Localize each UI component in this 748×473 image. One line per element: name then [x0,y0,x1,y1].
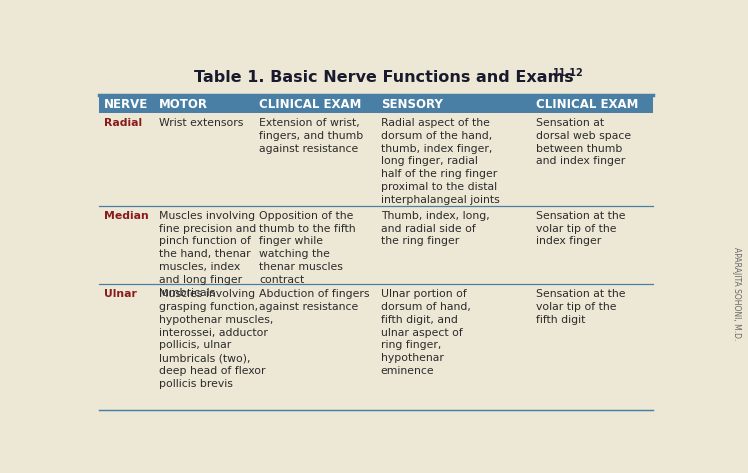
Text: Thumb, index, long,
and radial side of
the ring finger: Thumb, index, long, and radial side of t… [381,211,489,246]
Text: 11,12: 11,12 [554,68,584,78]
Text: Muscles involving
fine precision and
pinch function of
the hand, thenar
muscles,: Muscles involving fine precision and pin… [159,211,257,298]
Text: APARAJITA SOHONI, M.D.: APARAJITA SOHONI, M.D. [732,246,741,340]
Text: Muscles involving
grasping function,
hypothenar muscles,
interossei, adductor
po: Muscles involving grasping function, hyp… [159,289,274,389]
Bar [99,206,653,284]
Text: Wrist extensors: Wrist extensors [159,118,244,128]
Text: SENSORY: SENSORY [381,97,443,111]
Text: Opposition of the
thumb to the fifth
finger while
watching the
thenar muscles
co: Opposition of the thumb to the fifth fin… [259,211,355,285]
Bar [99,113,653,206]
Text: Radial aspect of the
dorsum of the hand,
thumb, index finger,
long finger, radia: Radial aspect of the dorsum of the hand,… [381,118,500,205]
Text: Radial: Radial [104,118,142,128]
Text: MOTOR: MOTOR [159,97,208,111]
Text: NERVE: NERVE [104,97,148,111]
Text: Sensation at the
volar tip of the
fifth digit: Sensation at the volar tip of the fifth … [536,289,625,325]
Text: Sensation at
dorsal web space
between thumb
and index finger: Sensation at dorsal web space between th… [536,118,631,166]
Text: Median: Median [104,211,149,221]
Text: Ulnar portion of
dorsum of hand,
fifth digit, and
ulnar aspect of
ring finger,
h: Ulnar portion of dorsum of hand, fifth d… [381,289,470,376]
Bar [99,95,653,113]
Text: Abduction of fingers
against resistance: Abduction of fingers against resistance [259,289,370,312]
Bar [99,284,653,410]
Text: Sensation at the
volar tip of the
index finger: Sensation at the volar tip of the index … [536,211,625,246]
Text: Extension of wrist,
fingers, and thumb
against resistance: Extension of wrist, fingers, and thumb a… [259,118,364,154]
Text: CLINICAL EXAM: CLINICAL EXAM [259,97,361,111]
Text: Ulnar: Ulnar [104,289,137,299]
Text: CLINICAL EXAM: CLINICAL EXAM [536,97,638,111]
Text: Table 1. Basic Nerve Functions and Exams: Table 1. Basic Nerve Functions and Exams [194,70,573,85]
